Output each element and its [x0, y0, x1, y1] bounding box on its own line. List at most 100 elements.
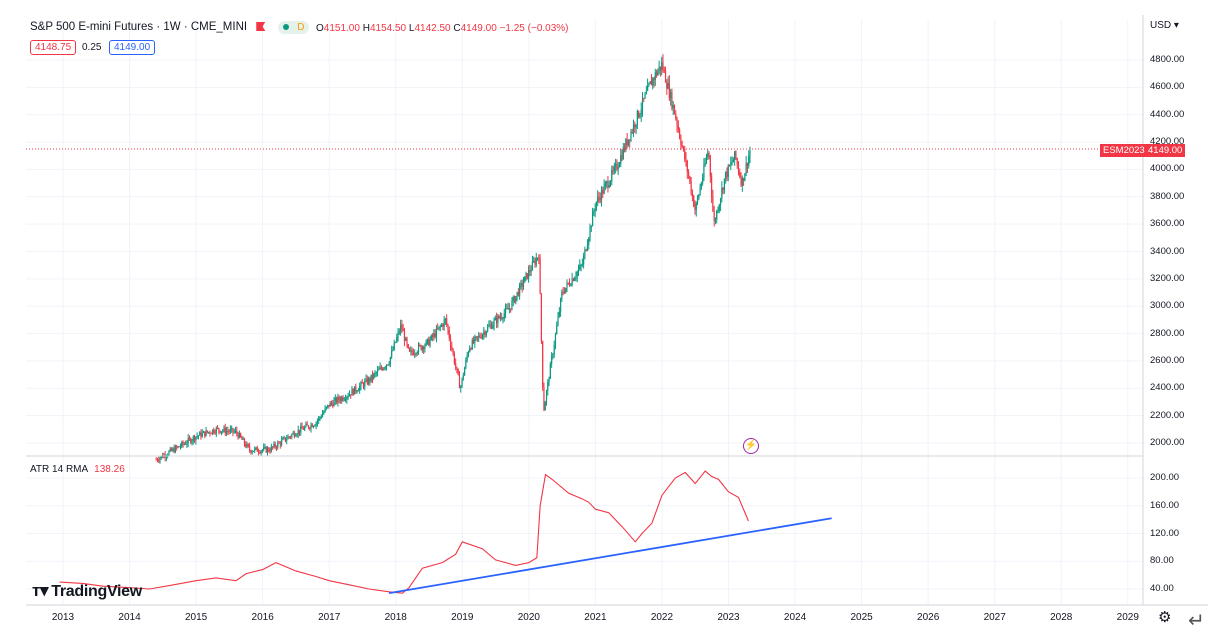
- candle: [635, 124, 637, 135]
- candle-body: [324, 408, 326, 412]
- candle: [325, 406, 327, 411]
- candle-body: [748, 156, 750, 167]
- candle-body: [732, 159, 734, 163]
- candle: [233, 428, 235, 434]
- candle-body: [586, 244, 589, 251]
- candle-body: [160, 455, 162, 458]
- candle: [286, 435, 288, 445]
- ohlc-open-label: O: [316, 23, 324, 34]
- candle: [530, 265, 532, 277]
- candle: [365, 374, 367, 383]
- candle-body: [321, 413, 324, 418]
- candle: [398, 328, 400, 336]
- candle-body: [484, 331, 486, 335]
- candle-body: [725, 171, 727, 179]
- candle-body: [211, 429, 214, 434]
- candle-body: [181, 442, 183, 447]
- candle: [385, 364, 388, 371]
- candle-body: [695, 202, 697, 210]
- candle: [240, 432, 242, 438]
- candle: [693, 194, 695, 208]
- candle-body: [581, 264, 583, 266]
- candle-body: [490, 324, 493, 329]
- candle: [563, 287, 566, 295]
- candle-body: [449, 338, 452, 346]
- candle-body: [667, 82, 669, 89]
- candle-body: [425, 340, 427, 346]
- candle-body: [679, 129, 681, 139]
- candle-body: [447, 324, 449, 331]
- candle-body: [526, 273, 528, 279]
- currency-selector[interactable]: USD ▾: [1150, 20, 1179, 31]
- candle-body: [246, 444, 248, 447]
- candle-body: [480, 337, 482, 339]
- candle-body: [428, 338, 430, 346]
- candle: [392, 346, 394, 352]
- time-tick-label: 2023: [717, 612, 740, 623]
- candle-body: [401, 324, 403, 330]
- candle: [307, 424, 310, 430]
- candle: [567, 282, 569, 285]
- buy-price-button[interactable]: 4149.00: [109, 40, 156, 55]
- candle: [490, 321, 493, 330]
- candle-body: [446, 318, 448, 325]
- candle-body: [558, 311, 560, 317]
- candle: [260, 449, 262, 456]
- candle-body: [325, 406, 327, 409]
- candle: [452, 348, 454, 356]
- candle-body: [625, 139, 627, 151]
- market-status-badge[interactable]: D: [278, 21, 310, 34]
- candle: [653, 76, 655, 88]
- candle: [218, 427, 220, 435]
- candle-body: [293, 432, 295, 437]
- candle: [155, 457, 157, 461]
- lightning-icon[interactable]: ⚡: [743, 438, 759, 454]
- candle: [368, 376, 370, 386]
- candle: [440, 323, 443, 328]
- candle: [617, 162, 619, 176]
- price-tick-label: 2600.00: [1150, 354, 1185, 366]
- candle: [316, 418, 319, 427]
- candle: [616, 159, 618, 172]
- atr-name: ATR 14 RMA: [30, 464, 89, 475]
- candle-body: [562, 291, 564, 293]
- candle: [493, 317, 495, 331]
- candle: [507, 302, 509, 310]
- gear-icon[interactable]: ⚙: [1158, 609, 1172, 626]
- flag-icon[interactable]: [256, 22, 266, 31]
- candle-body: [438, 326, 440, 329]
- candle-body: [444, 318, 447, 321]
- candle-body: [312, 426, 315, 428]
- candle: [571, 272, 573, 287]
- candle: [483, 327, 485, 340]
- sell-price-button[interactable]: 4148.75: [30, 40, 77, 55]
- candle: [650, 74, 653, 86]
- tradingview-logo[interactable]: ᴛ▾ TradingView: [32, 581, 142, 601]
- candle-body: [707, 153, 709, 158]
- candle: [366, 375, 368, 386]
- candle: [348, 390, 351, 397]
- ohlc-high: 4154.50: [369, 23, 407, 34]
- candle-body: [237, 433, 239, 438]
- candle-body: [398, 331, 400, 333]
- candle: [192, 435, 194, 445]
- candle-body: [495, 317, 498, 324]
- candle-body: [503, 313, 505, 319]
- candle-body: [342, 397, 344, 401]
- candle-body: [232, 428, 234, 433]
- candle-body: [522, 282, 525, 287]
- candle: [608, 180, 610, 189]
- candle-body: [257, 451, 260, 453]
- candle: [561, 289, 563, 302]
- candle-body: [300, 426, 302, 433]
- candle-body: [421, 346, 423, 350]
- candle: [213, 427, 215, 435]
- symbol-title[interactable]: S&P 500 E-mini Futures · 1W · CME_MINI D: [30, 21, 310, 34]
- atr-legend[interactable]: ATR 14 RMA 138.26: [30, 464, 125, 475]
- candle-body: [672, 105, 674, 109]
- candle: [740, 172, 742, 187]
- candle-body: [702, 177, 704, 184]
- candle: [183, 441, 185, 446]
- candle-body: [551, 356, 553, 364]
